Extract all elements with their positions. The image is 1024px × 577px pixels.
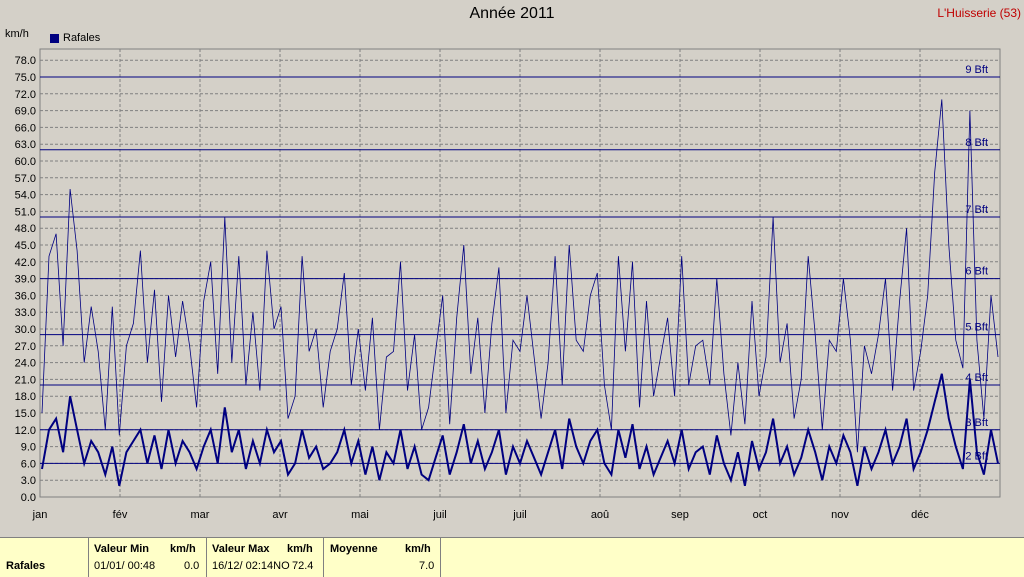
y-axis-unit: km/h	[5, 28, 29, 40]
y-tick-label: 3.0	[21, 475, 36, 487]
y-tick-label: 27.0	[15, 341, 36, 353]
x-tick-label: déc	[911, 509, 929, 521]
max-date: 16/12/ 02:14NO	[212, 560, 290, 572]
beaufort-label: 2 Bft	[965, 450, 988, 462]
x-tick-labels: jan fév mar avr mai juil juil aoû sep oct nov déc	[32, 509, 930, 521]
min-date: 01/01/ 00:48	[94, 560, 156, 572]
y-tick-label: 9.0	[21, 442, 36, 454]
series-line-rafales	[41, 373, 999, 487]
y-tick-label: 75.0	[15, 72, 36, 84]
avg-unit: km/h	[405, 543, 431, 555]
y-tick-label: 78.0	[15, 55, 36, 67]
plot-background	[39, 48, 1001, 498]
y-tick-label: 30.0	[15, 324, 36, 336]
series-line-thin	[41, 99, 999, 453]
beaufort-label: 9 Bft	[965, 64, 988, 76]
x-tick-label: juil	[512, 509, 526, 521]
summary-row-label: Rafales	[6, 560, 46, 572]
y-tick-label: 21.0	[15, 374, 36, 386]
x-tick-label: fév	[113, 509, 128, 521]
thin-series	[41, 99, 999, 453]
beaufort-label: 7 Bft	[965, 204, 988, 216]
y-tick-label: 0.0	[21, 492, 36, 504]
y-tick-label: 48.0	[15, 223, 36, 235]
y-tick-label: 15.0	[15, 408, 36, 420]
x-tick-label: sep	[671, 509, 689, 521]
min-value: 0.0	[184, 560, 200, 572]
x-tick-label: juil	[432, 509, 446, 521]
x-tick-label: nov	[831, 509, 849, 521]
chart-title: Année 2011	[469, 5, 555, 22]
y-tick-label: 39.0	[15, 274, 36, 286]
beaufort-label: 3 Bft	[965, 417, 988, 429]
y-tick-label: 6.0	[21, 458, 36, 470]
x-tick-label: oct	[753, 509, 768, 521]
max-unit: km/h	[287, 543, 313, 555]
y-tick-label: 69.0	[15, 106, 36, 118]
legend: Rafales	[50, 32, 100, 44]
y-tick-label: 12.0	[15, 425, 36, 437]
station-name: L'Huisserie (53)	[937, 6, 1021, 20]
y-tick-label: 63.0	[15, 139, 36, 151]
series-rafales	[41, 373, 999, 487]
min-header: Valeur Min	[94, 543, 150, 555]
y-tick-label: 33.0	[15, 307, 36, 319]
legend-label: Rafales	[63, 32, 101, 44]
y-tick-label: 60.0	[15, 156, 36, 168]
y-tick-label: 36.0	[15, 290, 36, 302]
y-tick-labels: 0.0 3.0 6.0 9.0 12.0 15.0 18.0 21.0 24.0 27.0 30.0…	[15, 55, 36, 504]
x-tick-label: mar	[191, 509, 210, 521]
x-tick-label: mai	[351, 509, 369, 521]
beaufort-label: 6 Bft	[965, 266, 988, 278]
x-tick-label: avr	[272, 509, 288, 521]
y-tick-label: 54.0	[15, 190, 36, 202]
max-value: 72.4	[292, 560, 314, 572]
x-tick-label: aoû	[591, 509, 609, 521]
y-tick-label: 72.0	[15, 89, 36, 101]
min-unit: km/h	[170, 543, 196, 555]
legend-swatch	[50, 33, 59, 43]
avg-header: Moyenne	[330, 543, 378, 555]
summary-table: Rafales Valeur Min km/h 01/01/ 00:48 0.0…	[0, 537, 1024, 577]
y-tick-label: 66.0	[15, 122, 36, 134]
avg-value: 7.0	[419, 560, 435, 572]
y-tick-label: 24.0	[15, 358, 36, 370]
y-tick-label: 51.0	[15, 206, 36, 218]
y-tick-label: 42.0	[15, 257, 36, 269]
y-tick-label: 45.0	[15, 240, 36, 252]
x-tick-label: jan	[32, 509, 48, 521]
y-tick-label: 57.0	[15, 173, 36, 185]
max-header: Valeur Max	[212, 543, 270, 555]
y-tick-label: 18.0	[15, 391, 36, 403]
